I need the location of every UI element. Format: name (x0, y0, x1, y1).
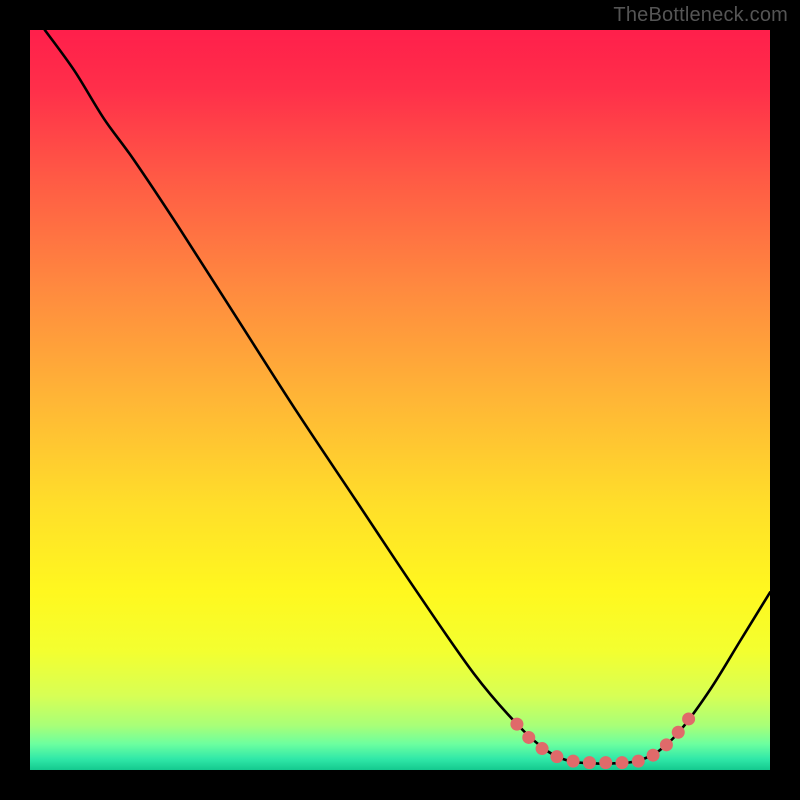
marker-dot (647, 749, 660, 762)
marker-dot (583, 756, 596, 769)
chart-stage: TheBottleneck.com (0, 0, 800, 800)
marker-dot (616, 756, 629, 769)
watermark-label: TheBottleneck.com (613, 4, 788, 27)
marker-dot (599, 756, 612, 769)
marker-dot (660, 738, 673, 751)
marker-dot (510, 718, 523, 731)
marker-dot (682, 712, 695, 725)
bottleneck-chart (0, 0, 800, 800)
chart-gradient-background (30, 30, 770, 770)
marker-dot (672, 726, 685, 739)
marker-dot (550, 750, 563, 763)
marker-dot (632, 755, 645, 768)
marker-dot (536, 742, 549, 755)
marker-dot (567, 755, 580, 768)
marker-dot (522, 731, 535, 744)
